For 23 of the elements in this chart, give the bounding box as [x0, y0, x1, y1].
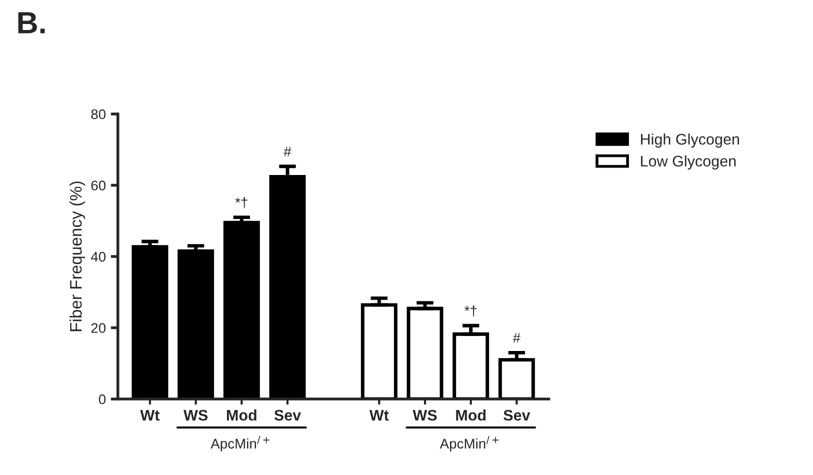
- annotation: #: [284, 146, 292, 156]
- annotation: #: [512, 333, 520, 343]
- legend-label: Low Glycogen: [641, 155, 736, 170]
- x-tick-label: WS: [184, 410, 208, 421]
- legend-label: High Glycogen: [641, 133, 739, 148]
- chart-title: B.: [18, 12, 45, 34]
- x-tick-label: Mod: [456, 409, 486, 421]
- x-tick-label: Mod: [226, 409, 256, 421]
- annotation: *†: [464, 306, 476, 317]
- text: ApcMin$^{/+}$: [440, 436, 499, 452]
- y-axis-title: Fiber Frequency (%): [70, 182, 86, 332]
- y-tick-label: 20: [91, 323, 106, 333]
- y-tick-label: 60: [91, 180, 106, 190]
- y-tick-label: 40: [90, 252, 106, 262]
- x-tick-label: WS: [412, 410, 437, 421]
- x-tick-label: Wt: [369, 410, 389, 421]
- x-tick-label: Sev: [504, 410, 530, 421]
- y-tick-label: 80: [91, 109, 106, 120]
- x-tick-label: Wt: [140, 410, 160, 421]
- y-tick-label: 0: [98, 394, 106, 404]
- text: ApcMin$^{/+}$: [210, 436, 270, 452]
- x-tick-label: Sev: [274, 410, 302, 421]
- annotation: *†: [235, 197, 248, 208]
